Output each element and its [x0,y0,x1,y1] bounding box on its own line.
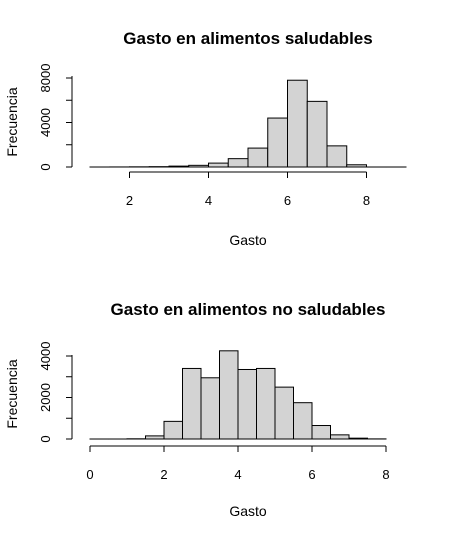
x-tick-label: 0 [86,467,93,482]
x-tick-label: 6 [284,193,291,208]
x-axis: 0 2 4 6 8 [86,445,390,482]
x-tick-label: 4 [234,467,241,482]
histogram-bar [346,164,367,168]
histogram-bar [267,117,288,168]
histogram-bar [188,164,209,168]
histogram-bar [326,145,348,168]
histogram-bar [287,79,308,168]
histogram-bar [208,162,229,168]
x-tick-label: 8 [382,467,389,482]
x-axis: 2 4 6 8 [126,171,370,208]
histogram-bar [330,434,350,440]
bars [89,350,387,440]
histogram-bar [200,377,220,440]
y-axis-label: Frecuencia [4,359,20,428]
histogram-panel-healthy: Gasto en alimentos saludables Gasto Frec… [4,29,407,248]
histogram-bar [306,100,328,168]
y-axis: 0 2000 4000 [38,342,73,443]
histogram-bar [168,165,190,168]
histogram-bar [227,158,249,168]
histogram-bar [163,420,183,440]
y-tick-label: 0 [38,435,53,442]
histogram-bar [145,435,165,440]
histogram-bar [348,437,368,440]
x-tick-label: 2 [160,467,167,482]
histogram-bar [182,367,202,440]
chart-title: Gasto en alimentos saludables [123,29,372,48]
y-tick-label: 8000 [38,64,53,93]
x-tick-label: 4 [205,193,212,208]
y-axis-label: Frecuencia [4,87,20,156]
histogram-bar [237,368,257,440]
x-axis-label: Gasto [229,232,267,248]
y-tick-label: 2000 [38,383,53,412]
y-tick-label: 4000 [38,342,53,371]
x-tick-label: 8 [363,193,370,208]
chart-title: Gasto en alimentos no saludables [111,300,386,319]
x-axis-label: Gasto [229,503,267,519]
x-tick-label: 2 [126,193,133,208]
x-tick-label: 6 [308,467,315,482]
y-tick-label: 0 [38,163,53,170]
y-axis: 0 4000 8000 [38,64,73,171]
histogram-bar [293,402,313,440]
histogram-bar [247,147,269,168]
histogram-bar [256,367,276,440]
histogram-bar [219,350,239,440]
histogram-bar [274,386,294,440]
histogram-bar [311,425,331,440]
bars [89,79,407,168]
y-tick-label: 4000 [38,108,53,137]
histogram-panel-unhealthy: Gasto en alimentos no saludables Gasto F… [4,300,390,519]
